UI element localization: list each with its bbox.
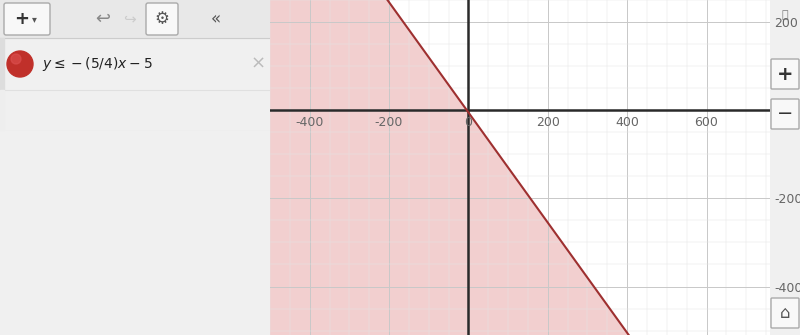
Bar — [0, 90, 4, 130]
Text: ▾: ▾ — [31, 14, 37, 24]
Circle shape — [7, 51, 33, 77]
Text: ⌂: ⌂ — [780, 304, 790, 322]
Text: 400: 400 — [615, 116, 639, 129]
Bar — [0, 0, 270, 38]
FancyBboxPatch shape — [771, 99, 799, 129]
Text: 🔧: 🔧 — [782, 10, 788, 20]
FancyBboxPatch shape — [771, 298, 799, 328]
FancyBboxPatch shape — [4, 3, 50, 35]
FancyBboxPatch shape — [771, 59, 799, 89]
Text: ×: × — [250, 55, 266, 73]
Text: 200: 200 — [536, 116, 560, 129]
Bar — [0, 38, 4, 90]
Circle shape — [11, 54, 21, 64]
Text: ↩: ↩ — [95, 10, 110, 28]
Text: +: + — [14, 10, 30, 28]
Text: -400: -400 — [295, 116, 324, 129]
FancyBboxPatch shape — [146, 3, 178, 35]
Text: «: « — [211, 10, 221, 28]
Text: ↪: ↪ — [123, 11, 136, 26]
Text: -200: -200 — [375, 116, 403, 129]
Text: 600: 600 — [694, 116, 718, 129]
Text: $y \leq -(5/4)x - 5$: $y \leq -(5/4)x - 5$ — [42, 55, 153, 73]
Text: −: − — [777, 105, 793, 124]
Text: +: + — [777, 65, 794, 83]
Text: 0: 0 — [465, 116, 473, 129]
Text: ⚙: ⚙ — [154, 10, 170, 28]
